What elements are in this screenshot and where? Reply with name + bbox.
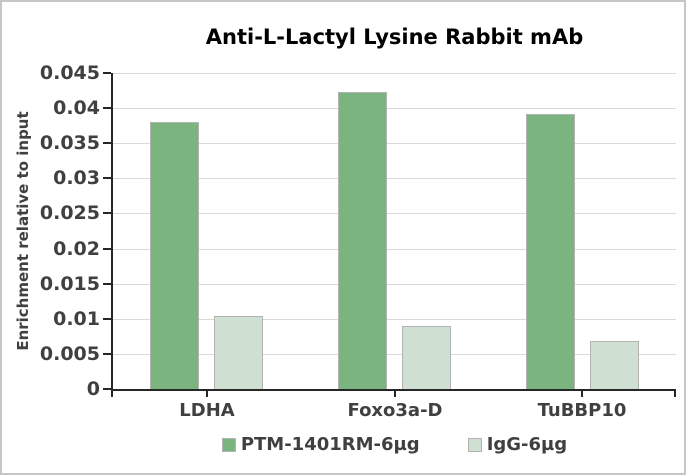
- x-category-label: TuBBP10: [537, 400, 627, 421]
- y-tick: [103, 353, 111, 355]
- y-tick: [103, 283, 111, 285]
- gridline: [113, 108, 676, 109]
- x-tick: [394, 391, 396, 397]
- bar-igg-6-g-foxo3a-d: [402, 326, 451, 389]
- x-category-label: LDHA: [179, 400, 235, 421]
- legend-label: IgG-6µg: [486, 434, 568, 455]
- legend: PTM-1401RM-6µg IgG-6µg: [113, 434, 676, 455]
- y-tick: [103, 388, 111, 390]
- x-tick: [206, 391, 208, 397]
- gridline: [113, 319, 676, 320]
- y-tick-label: 0.015: [39, 273, 100, 295]
- x-tick: [581, 391, 583, 397]
- bar-ptm-1401rm-6-g-tubbp10: [526, 114, 575, 389]
- y-tick-label: 0.025: [39, 202, 100, 224]
- plot-area: [111, 73, 676, 391]
- y-tick-label: 0.045: [39, 62, 100, 84]
- gridline: [113, 213, 676, 214]
- x-category-label: Foxo3a-D: [347, 400, 443, 421]
- bar-ptm-1401rm-6-g-foxo3a-d: [338, 92, 387, 389]
- gridline: [113, 249, 676, 250]
- gridline: [113, 178, 676, 179]
- y-tick: [103, 212, 111, 214]
- bar-igg-6-g-tubbp10: [590, 341, 639, 389]
- legend-swatch-icon: [221, 437, 236, 452]
- legend-swatch-icon: [467, 437, 482, 452]
- legend-item-igg-6-g: IgG-6µg: [467, 434, 568, 455]
- gridline: [113, 284, 676, 285]
- y-tick-label: 0.04: [53, 97, 100, 119]
- gridline: [113, 354, 676, 355]
- legend-item-ptm-1401rm-6-g: PTM-1401RM-6µg: [221, 434, 420, 455]
- x-axis-end-tick: [111, 391, 113, 397]
- y-tick-label: 0: [86, 378, 100, 400]
- y-tick: [103, 177, 111, 179]
- bar-igg-6-g-ldha: [214, 316, 263, 389]
- y-tick: [103, 318, 111, 320]
- y-tick-label: 0.005: [39, 343, 100, 365]
- y-tick-label: 0.01: [53, 308, 100, 330]
- gridline: [113, 143, 676, 144]
- x-axis-end-tick: [674, 391, 676, 397]
- y-tick-label: 0.02: [53, 238, 100, 260]
- y-tick: [103, 248, 111, 250]
- y-tick: [103, 72, 111, 74]
- chart-title: Anti-L-Lactyl Lysine Rabbit mAb: [205, 25, 584, 49]
- bar-ptm-1401rm-6-g-ldha: [150, 122, 199, 389]
- legend-label: PTM-1401RM-6µg: [240, 434, 420, 455]
- y-tick: [103, 107, 111, 109]
- y-tick-label: 0.03: [53, 167, 100, 189]
- y-tick-label: 0.035: [39, 132, 100, 154]
- gridline: [113, 73, 676, 74]
- y-tick: [103, 142, 111, 144]
